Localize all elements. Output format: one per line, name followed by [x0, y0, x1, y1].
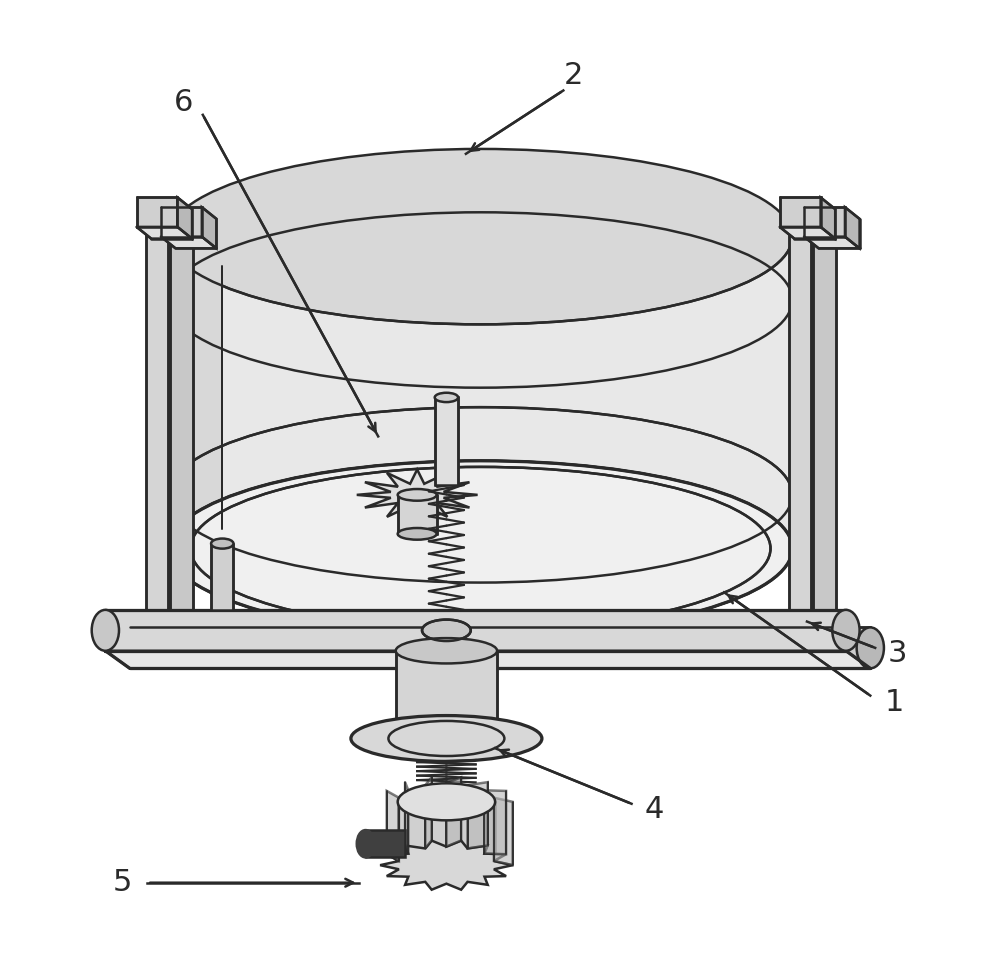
- Ellipse shape: [351, 715, 542, 761]
- Ellipse shape: [857, 627, 884, 668]
- Ellipse shape: [169, 461, 792, 636]
- Polygon shape: [211, 544, 233, 610]
- Ellipse shape: [396, 721, 497, 747]
- Ellipse shape: [832, 610, 860, 651]
- Polygon shape: [169, 236, 792, 549]
- Polygon shape: [177, 197, 192, 238]
- Polygon shape: [146, 227, 168, 610]
- Polygon shape: [105, 610, 846, 651]
- Polygon shape: [137, 197, 177, 227]
- Polygon shape: [161, 207, 202, 236]
- Text: 3: 3: [888, 639, 907, 668]
- Ellipse shape: [396, 638, 497, 663]
- Polygon shape: [804, 236, 860, 248]
- Polygon shape: [780, 197, 821, 227]
- Polygon shape: [170, 236, 193, 627]
- Polygon shape: [130, 627, 870, 668]
- Text: 1: 1: [885, 688, 904, 717]
- Polygon shape: [161, 236, 216, 248]
- Polygon shape: [357, 469, 478, 520]
- Polygon shape: [813, 236, 836, 627]
- Ellipse shape: [92, 610, 119, 651]
- Polygon shape: [484, 790, 506, 855]
- Text: 2: 2: [563, 62, 583, 90]
- Polygon shape: [494, 798, 513, 865]
- Polygon shape: [780, 227, 835, 238]
- Ellipse shape: [398, 489, 437, 501]
- Polygon shape: [446, 777, 461, 847]
- Polygon shape: [821, 197, 835, 238]
- Text: 6: 6: [174, 87, 193, 117]
- Polygon shape: [789, 227, 811, 610]
- Ellipse shape: [357, 830, 374, 858]
- Ellipse shape: [169, 461, 792, 636]
- Polygon shape: [202, 207, 216, 248]
- Polygon shape: [398, 495, 437, 534]
- Polygon shape: [468, 782, 488, 849]
- Ellipse shape: [398, 783, 495, 820]
- Polygon shape: [105, 651, 870, 668]
- Polygon shape: [169, 266, 222, 529]
- Polygon shape: [845, 207, 860, 248]
- Text: 4: 4: [644, 795, 664, 824]
- Polygon shape: [804, 207, 845, 236]
- Polygon shape: [366, 830, 405, 858]
- Polygon shape: [425, 777, 432, 849]
- Polygon shape: [387, 791, 399, 861]
- Ellipse shape: [211, 539, 233, 549]
- Ellipse shape: [169, 149, 792, 324]
- Ellipse shape: [398, 528, 437, 540]
- Polygon shape: [380, 841, 513, 890]
- Polygon shape: [137, 227, 192, 238]
- Polygon shape: [398, 802, 495, 865]
- Polygon shape: [435, 398, 458, 485]
- Ellipse shape: [422, 619, 471, 641]
- Ellipse shape: [435, 393, 458, 402]
- Polygon shape: [396, 651, 497, 734]
- Polygon shape: [405, 782, 408, 854]
- Text: 5: 5: [112, 868, 132, 898]
